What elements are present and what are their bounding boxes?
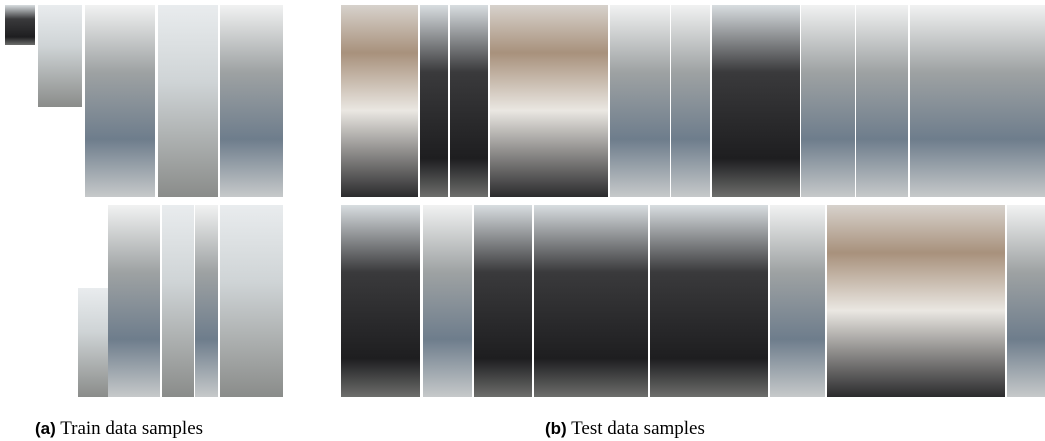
photo bbox=[650, 205, 768, 397]
caption-label: (a) bbox=[35, 419, 56, 438]
photo bbox=[85, 5, 155, 197]
photo bbox=[770, 205, 825, 397]
photo bbox=[910, 5, 1045, 197]
photo bbox=[610, 5, 670, 197]
photo bbox=[423, 205, 472, 397]
photo bbox=[220, 5, 283, 197]
photo bbox=[671, 5, 710, 197]
photo bbox=[158, 5, 218, 197]
photo bbox=[856, 5, 908, 197]
photo bbox=[341, 205, 420, 397]
photo bbox=[195, 205, 218, 397]
photo bbox=[474, 205, 532, 397]
photo bbox=[712, 5, 800, 197]
photo bbox=[38, 5, 82, 107]
photo bbox=[1007, 205, 1045, 397]
caption-text: Train data samples bbox=[60, 418, 203, 439]
photo bbox=[490, 5, 608, 197]
photo bbox=[801, 5, 855, 197]
photo bbox=[827, 205, 1005, 397]
photo bbox=[108, 205, 160, 397]
photo bbox=[220, 205, 283, 397]
caption-text: Test data samples bbox=[571, 418, 705, 439]
caption-label: (b) bbox=[545, 419, 567, 438]
photo bbox=[534, 205, 648, 397]
photo bbox=[5, 5, 35, 45]
photo bbox=[78, 288, 108, 397]
photo bbox=[162, 205, 194, 397]
photo bbox=[341, 5, 418, 197]
caption: (b) Test data samples bbox=[545, 418, 705, 440]
photo bbox=[450, 5, 488, 197]
photo bbox=[420, 5, 448, 197]
caption: (a) Train data samples bbox=[35, 418, 203, 440]
figure: (a) Train data samples (b) Test data sam… bbox=[0, 0, 1045, 441]
